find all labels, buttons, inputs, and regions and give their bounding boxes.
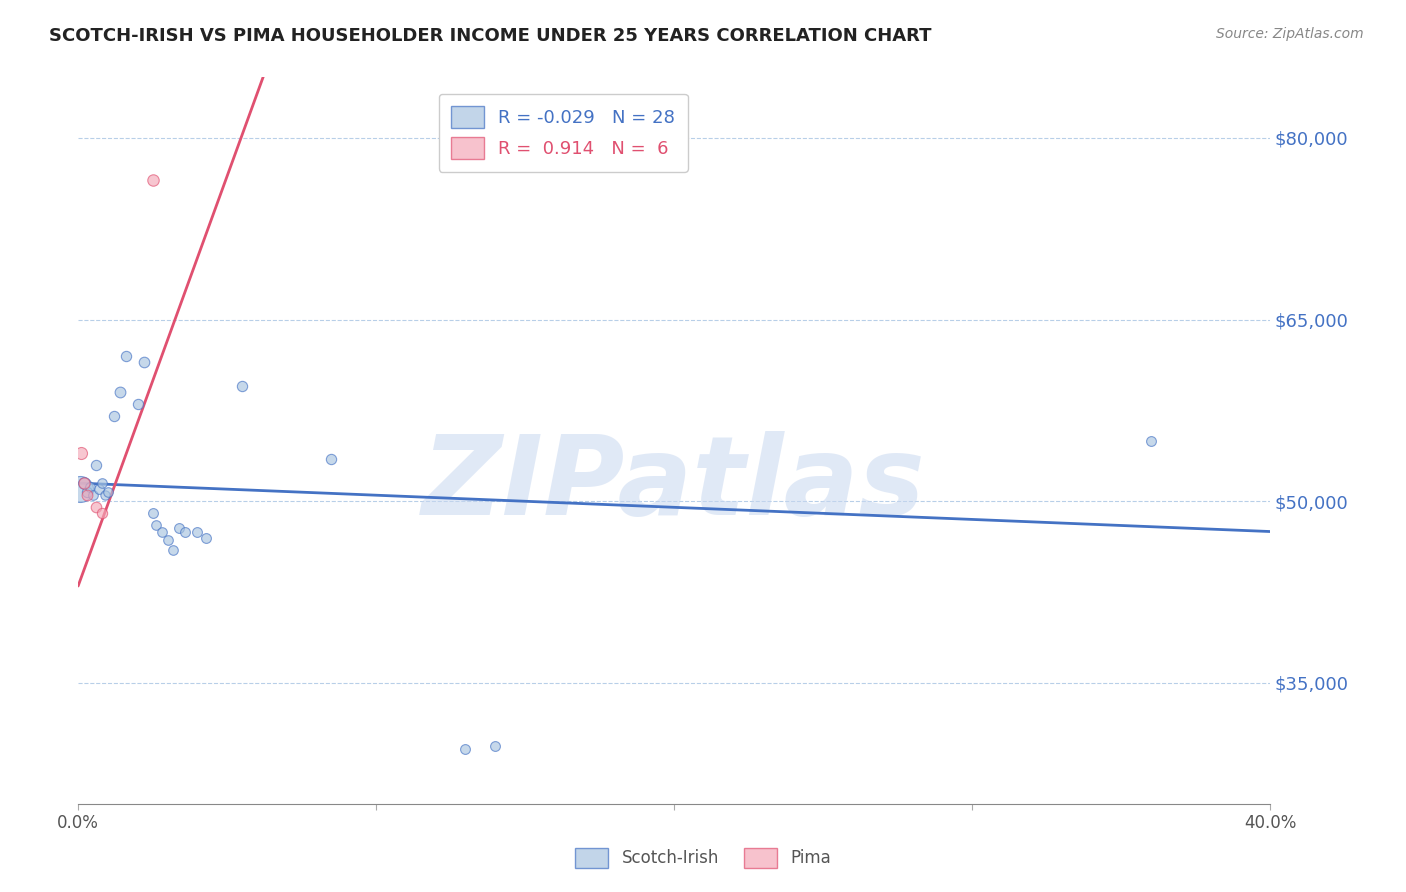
Text: Source: ZipAtlas.com: Source: ZipAtlas.com: [1216, 27, 1364, 41]
Point: [94, 488, 117, 502]
Point: [84, 458, 107, 472]
Legend: Scotch-Irish, Pima: Scotch-Irish, Pima: [568, 841, 838, 875]
Point: [231, 379, 253, 393]
Point: [70, 446, 93, 460]
Point: [73, 476, 96, 491]
Point: [156, 533, 179, 547]
Point: [142, 173, 165, 187]
Point: [91, 507, 114, 521]
Point: [484, 739, 506, 753]
Point: [103, 409, 125, 424]
Point: [76, 488, 98, 502]
Point: [321, 451, 343, 466]
Point: [142, 507, 165, 521]
Point: [87, 482, 110, 496]
Point: [132, 355, 155, 369]
Point: [69, 482, 91, 496]
Point: [84, 500, 107, 515]
Point: [186, 524, 208, 539]
Point: [145, 518, 167, 533]
Point: [127, 397, 149, 411]
Point: [150, 524, 173, 539]
Point: [76, 484, 98, 499]
Point: [97, 484, 120, 499]
Point: [195, 531, 218, 545]
Point: [91, 476, 114, 491]
Point: [79, 480, 101, 494]
Point: [1139, 434, 1161, 448]
Point: [108, 385, 131, 400]
Point: [82, 488, 104, 502]
Text: ZIPatlas: ZIPatlas: [422, 431, 927, 538]
Text: SCOTCH-IRISH VS PIMA HOUSEHOLDER INCOME UNDER 25 YEARS CORRELATION CHART: SCOTCH-IRISH VS PIMA HOUSEHOLDER INCOME …: [49, 27, 932, 45]
Point: [162, 542, 184, 557]
Legend: R = -0.029   N = 28, R =  0.914   N =  6: R = -0.029 N = 28, R = 0.914 N = 6: [439, 94, 688, 172]
Point: [169, 521, 191, 535]
Point: [73, 476, 96, 491]
Point: [114, 349, 136, 363]
Point: [174, 524, 197, 539]
Point: [454, 742, 477, 756]
